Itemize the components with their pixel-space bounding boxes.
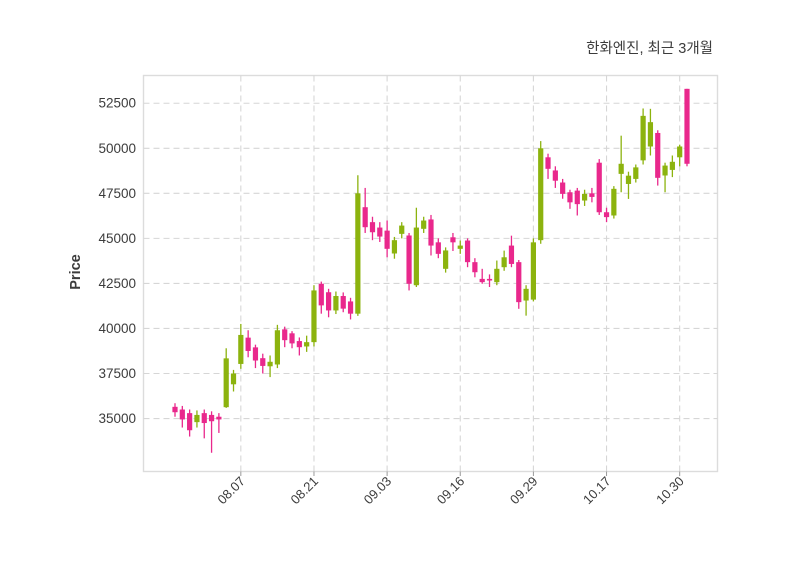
x-tick-label: 10.30	[653, 474, 687, 508]
candle-body-up	[421, 220, 427, 229]
candle-body-up	[640, 115, 646, 161]
candle-body-down	[208, 414, 215, 422]
candle-body-up	[647, 122, 654, 147]
candle-body-down	[216, 416, 222, 420]
x-tick-label: 10.17	[580, 474, 614, 508]
y-tick-label: 40000	[98, 321, 136, 336]
candle-body-down	[326, 292, 332, 311]
candle-body-down	[589, 193, 595, 197]
candle-body-down	[516, 262, 522, 303]
candle-body-down	[187, 413, 193, 431]
candle-body-down	[318, 283, 324, 306]
candle-body-down	[260, 358, 266, 366]
candle-body-up	[274, 330, 280, 365]
candle-body-up	[530, 242, 536, 300]
gridlines	[143, 75, 718, 472]
candle-body-up	[333, 296, 339, 311]
candle-body-up	[194, 414, 200, 423]
candle-body-down	[179, 409, 185, 420]
candle-body-up	[677, 146, 683, 158]
candle-body-up	[355, 193, 361, 314]
candle-body-down	[684, 88, 690, 164]
candle-body-down	[377, 227, 383, 237]
candle-body-up	[669, 161, 675, 170]
candle-body-down	[486, 278, 493, 281]
candle-body-up	[230, 373, 237, 385]
candle-body-up	[633, 167, 639, 179]
candle-body-up	[443, 250, 449, 269]
plot-area	[142, 74, 719, 473]
candle-body-down	[362, 207, 368, 228]
candle-body-up	[618, 163, 624, 174]
candle-body-down	[574, 190, 580, 205]
candle-body-down	[369, 222, 376, 233]
y-tick-label: 45000	[98, 231, 136, 246]
candle-body-down	[172, 406, 178, 413]
candle-body-down	[201, 413, 207, 424]
candle-body-up	[625, 175, 632, 184]
x-tick-label: 09.16	[434, 474, 468, 508]
y-tick-label: 35000	[98, 411, 136, 426]
x-axis-tick-labels: 08.07 08.21 09.03 09.16 09.29 10.17 10.30	[214, 474, 686, 508]
candle-body-up	[457, 245, 463, 249]
candle-body-up	[399, 225, 405, 234]
candle-body-down	[340, 296, 346, 309]
candle-body-up	[311, 290, 317, 343]
candle-body-down	[596, 162, 602, 213]
candle-body-up	[523, 288, 529, 301]
candle-body-down	[406, 235, 412, 284]
candle-body-up	[611, 188, 617, 216]
candle-body-down	[289, 333, 295, 344]
candle-body-down	[347, 301, 354, 314]
candle-body-up	[304, 342, 310, 347]
candle-body-up	[267, 361, 273, 367]
candle-body-up	[538, 148, 544, 241]
y-tick-label: 47500	[98, 186, 136, 201]
candle-body-up	[501, 257, 507, 268]
candle-body-up	[582, 193, 588, 201]
y-tick-label: 50000	[98, 141, 136, 156]
candle-body-down	[655, 132, 661, 178]
candle-body-up	[662, 165, 668, 176]
y-tick-label: 52500	[98, 96, 136, 111]
candle-body-down	[282, 329, 288, 341]
x-tick-label: 09.29	[507, 474, 541, 508]
axis-tick-marks	[240, 471, 681, 476]
candle-body-up	[413, 227, 419, 286]
candle-body-down	[296, 341, 302, 348]
chart-title: 한화엔진, 최근 3개월	[586, 40, 713, 57]
candle-body-down	[252, 347, 259, 361]
candle-body-up	[238, 334, 244, 364]
candle-body-down	[603, 212, 610, 218]
candle-body-down	[479, 278, 485, 283]
candle-body-down	[435, 242, 441, 254]
candle-body-up	[494, 268, 500, 283]
candle-body-up	[391, 240, 398, 254]
candle-body-up	[223, 358, 229, 408]
candle-body-down	[508, 245, 515, 264]
y-tick-label: 37500	[98, 366, 136, 381]
candle-body-down	[384, 230, 390, 249]
y-tick-label: 42500	[98, 276, 136, 291]
x-tick-label: 08.21	[287, 474, 321, 508]
candle-body-down	[560, 182, 566, 194]
x-tick-label: 09.03	[361, 474, 395, 508]
candle-body-down	[552, 170, 558, 181]
candle-body-down	[450, 237, 456, 243]
candle-body-down	[472, 262, 478, 273]
candles-layer	[172, 88, 690, 453]
y-axis-title: Price	[68, 254, 84, 289]
candle-body-down	[545, 157, 551, 169]
candle-body-down	[567, 192, 573, 203]
y-axis-tick-labels: 35000 37500 40000 42500 45000 47500 50000 52500	[98, 96, 136, 426]
candle-body-down	[464, 240, 471, 263]
x-tick-label: 08.07	[214, 474, 248, 508]
candle-body-down	[428, 219, 434, 246]
candle-body-down	[245, 337, 251, 351]
